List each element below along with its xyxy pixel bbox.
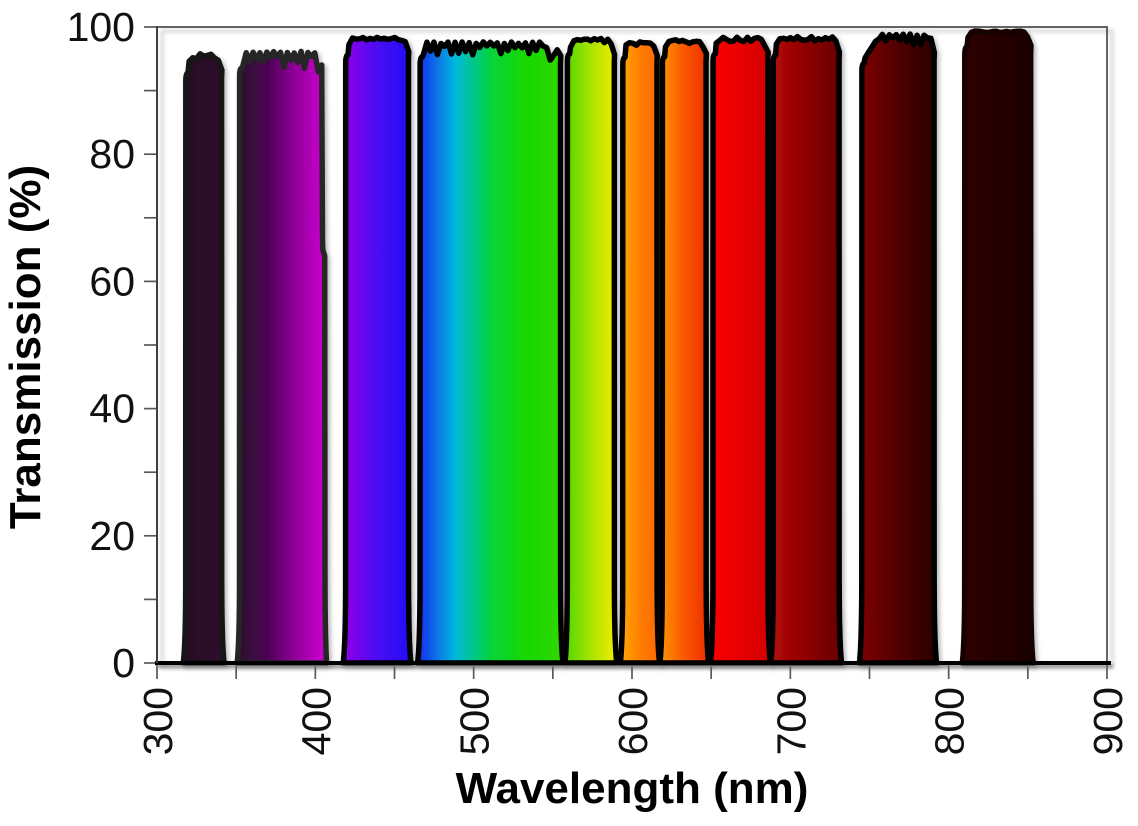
x-tick-label: 700 xyxy=(768,687,814,755)
y-tick-label: 60 xyxy=(89,258,135,304)
filter-passband-band-3 xyxy=(340,34,414,666)
filter-passband-band-4 xyxy=(414,39,566,666)
y-tick-label: 0 xyxy=(112,640,135,686)
y-tick-label: 80 xyxy=(89,131,135,177)
filter-passband-band-2 xyxy=(234,48,330,666)
x-tick-label: 300 xyxy=(135,687,181,755)
filter-passband-band-10 xyxy=(856,31,940,666)
x-tick-label: 500 xyxy=(452,687,498,755)
x-tick-label: 900 xyxy=(1085,687,1131,755)
filter-passband-band-1 xyxy=(180,51,227,666)
filter-passband-band-11 xyxy=(959,28,1036,666)
filter-passband-band-5 xyxy=(562,35,620,666)
filter-passband-band-7 xyxy=(657,37,712,666)
filter-passband-band-9 xyxy=(767,33,845,666)
filter-bands-group xyxy=(180,28,1036,666)
x-tick-label: 400 xyxy=(293,687,339,755)
y-tick-label: 100 xyxy=(67,4,135,50)
x-tick-label: 600 xyxy=(610,687,656,755)
y-axis-title: Transmission (%) xyxy=(1,165,50,529)
filter-passband-band-8 xyxy=(707,34,774,666)
x-tick-label: 800 xyxy=(927,687,973,755)
axes-group: 300 400 500 600 700 800 900 0 20 40 60 80 100 xyxy=(67,4,1131,755)
filter-passband-band-6 xyxy=(617,39,663,666)
x-axis-title: Wavelength (nm) xyxy=(456,764,809,813)
y-tick-label: 40 xyxy=(89,386,135,432)
y-tick-label: 20 xyxy=(89,513,135,559)
